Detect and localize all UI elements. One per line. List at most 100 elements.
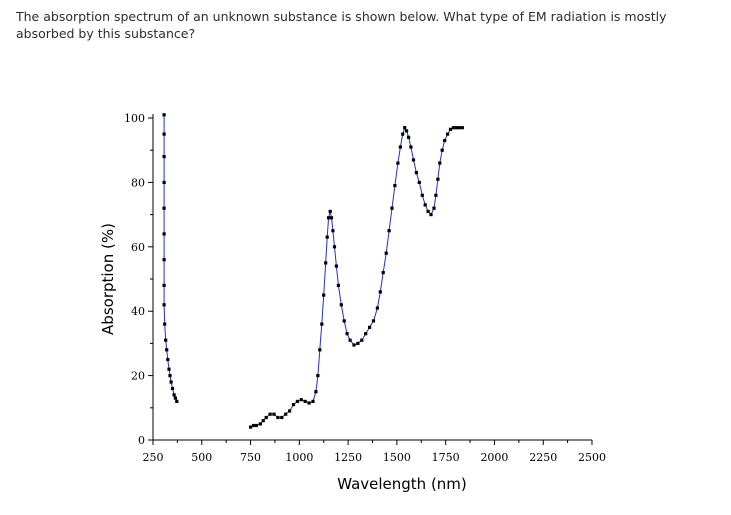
- data-point: [360, 338, 364, 342]
- data-point: [393, 184, 397, 188]
- data-point: [169, 380, 173, 384]
- data-point: [345, 332, 349, 336]
- data-point: [162, 258, 166, 262]
- data-point: [446, 132, 450, 136]
- x-tick-label: 1750: [432, 451, 460, 464]
- data-point: [409, 145, 413, 149]
- data-point: [457, 126, 461, 130]
- data-point: [364, 332, 368, 336]
- data-point: [451, 126, 456, 130]
- question-text: The absorption spectrum of an unknown su…: [16, 9, 667, 41]
- data-point: [378, 290, 382, 294]
- data-point: [387, 229, 391, 233]
- data-point: [251, 423, 256, 428]
- data-point: [166, 357, 170, 362]
- data-point: [368, 325, 372, 329]
- y-tick-label: 0: [138, 434, 145, 447]
- data-point: [396, 161, 400, 165]
- data-point: [254, 423, 258, 428]
- data-point: [440, 148, 444, 152]
- data-point: [162, 180, 166, 184]
- chart-series: [162, 113, 464, 429]
- data-point: [448, 127, 453, 131]
- data-point: [417, 180, 421, 184]
- data-point: [407, 135, 411, 139]
- y-tick-label: 40: [131, 305, 145, 318]
- data-point: [411, 158, 416, 162]
- data-point: [324, 261, 328, 265]
- data-point: [280, 415, 284, 420]
- data-point: [434, 193, 438, 197]
- data-point: [272, 412, 276, 416]
- data-point: [162, 303, 166, 307]
- y-tick-label: 60: [131, 241, 145, 254]
- y-axis-title: Absorption (%): [99, 223, 117, 335]
- x-tick-label: 1500: [383, 451, 411, 464]
- data-point: [303, 399, 307, 403]
- data-point: [261, 419, 265, 423]
- data-point: [331, 229, 335, 233]
- x-tick-label: 500: [191, 451, 212, 464]
- chart-axes: 250 500 750 1000 1250 1500 1750 2000 2250 2500 0 20…: [124, 112, 606, 464]
- data-point: [172, 393, 176, 397]
- x-tick-label: 750: [240, 451, 261, 464]
- y-tick-label: 80: [131, 176, 145, 189]
- x-tick-label: 2500: [578, 451, 606, 464]
- data-point: [356, 341, 360, 345]
- data-point: [414, 171, 418, 175]
- data-point: [316, 374, 320, 378]
- series-line: [163, 114, 178, 402]
- data-point: [164, 338, 168, 342]
- data-point: [162, 283, 166, 287]
- data-point: [163, 322, 167, 326]
- y-tick-label: 20: [131, 370, 145, 383]
- data-point: [327, 216, 331, 220]
- data-point: [258, 422, 262, 426]
- data-point: [342, 319, 346, 323]
- data-point: [423, 203, 427, 207]
- data-point: [438, 161, 442, 165]
- data-point: [165, 348, 169, 352]
- data-point: [162, 232, 166, 236]
- y-tick-label: 100: [124, 112, 145, 125]
- data-point: [328, 209, 332, 213]
- data-point: [170, 386, 175, 391]
- data-point: [460, 126, 464, 130]
- data-point: [307, 401, 311, 405]
- data-point: [436, 177, 440, 181]
- data-point: [288, 409, 292, 413]
- data-point: [334, 264, 338, 268]
- data-point: [375, 306, 379, 310]
- data-point: [381, 271, 385, 275]
- data-point: [268, 412, 272, 416]
- data-point: [318, 348, 322, 352]
- data-point: [398, 145, 402, 149]
- data-point: [284, 412, 288, 416]
- data-point: [420, 193, 424, 197]
- x-tick-label: 2000: [480, 451, 508, 464]
- data-point: [249, 425, 253, 429]
- data-point: [329, 216, 334, 220]
- data-point: [332, 245, 337, 249]
- data-point: [162, 155, 166, 159]
- x-tick-label: 2250: [529, 451, 557, 464]
- data-point: [426, 209, 430, 213]
- data-point: [167, 367, 171, 371]
- data-point: [162, 113, 166, 117]
- data-point: [390, 206, 394, 210]
- data-point: [352, 343, 356, 347]
- data-point: [443, 138, 447, 143]
- data-point: [314, 390, 318, 394]
- data-point: [325, 235, 329, 239]
- data-point: [320, 322, 324, 326]
- data-point: [405, 129, 409, 133]
- data-point: [454, 126, 458, 130]
- data-point: [384, 251, 388, 255]
- data-point: [401, 132, 405, 136]
- data-point: [173, 396, 177, 400]
- data-point: [311, 399, 315, 403]
- data-point: [403, 126, 407, 130]
- data-point: [276, 415, 280, 420]
- data-point: [336, 283, 340, 287]
